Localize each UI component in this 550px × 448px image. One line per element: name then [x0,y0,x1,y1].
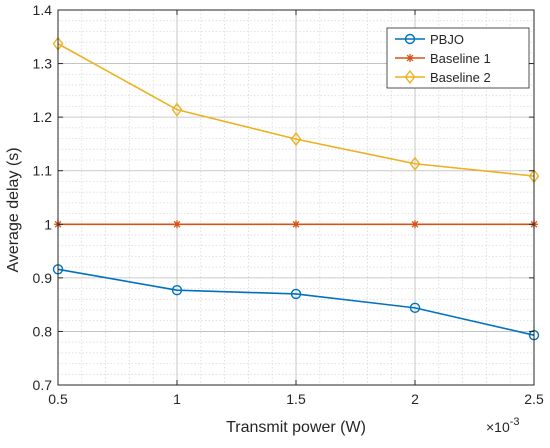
y-tick-label: 1.4 [33,2,53,18]
legend-marker [406,54,414,62]
x-tick-label: 1 [173,391,181,407]
y-tick-label: 0.8 [33,323,53,339]
x-tick-label: 2.5 [524,391,544,407]
data-point [290,131,302,147]
legend-entry: Baseline 2 [395,69,491,85]
x-tick-label: 0.5 [48,391,68,407]
data-point [292,220,300,229]
data-point [173,220,181,229]
x-axis-label: Transmit power (W) [226,419,366,436]
data-point [171,102,183,117]
legend: PBJO Baseline 1 Baseline 2 [386,27,530,89]
axes: 0.5 1 1.5 2 2.5 0.7 0.8 0.9 1 1.1 1.2 1.3 1.4 [33,2,544,407]
y-tick-label: 1.3 [33,56,53,72]
y-tick-label: 0.9 [33,270,53,286]
legend-label: Baseline 2 [430,70,491,85]
y-tick-label: 1.2 [33,109,53,125]
y-tick-label: 0.7 [33,377,53,393]
data-point [290,288,302,300]
y-tick-label: 1 [44,216,52,232]
data-point [409,302,421,314]
x-multiplier: ×10-3 [486,416,520,435]
data-point [411,220,419,229]
data-point [409,156,421,171]
legend-marker [404,69,416,85]
legend-label: Baseline 1 [430,51,491,66]
series-line [57,268,535,336]
x-multiplier-exponent: -3 [510,416,520,428]
legend-entry: PBJO [395,32,464,47]
y-tick-label: 1.1 [33,163,53,179]
series-line [57,43,535,177]
x-tick-label: 1.5 [286,391,306,407]
legend-label: PBJO [430,32,464,47]
x-tick-label: 2 [411,391,419,407]
x-multiplier-base: ×10 [486,419,510,435]
data-point [171,284,183,296]
legend-entry: Baseline 1 [395,51,491,66]
legend-marker [404,33,416,45]
y-axis-label: Average delay (s) [5,147,22,272]
